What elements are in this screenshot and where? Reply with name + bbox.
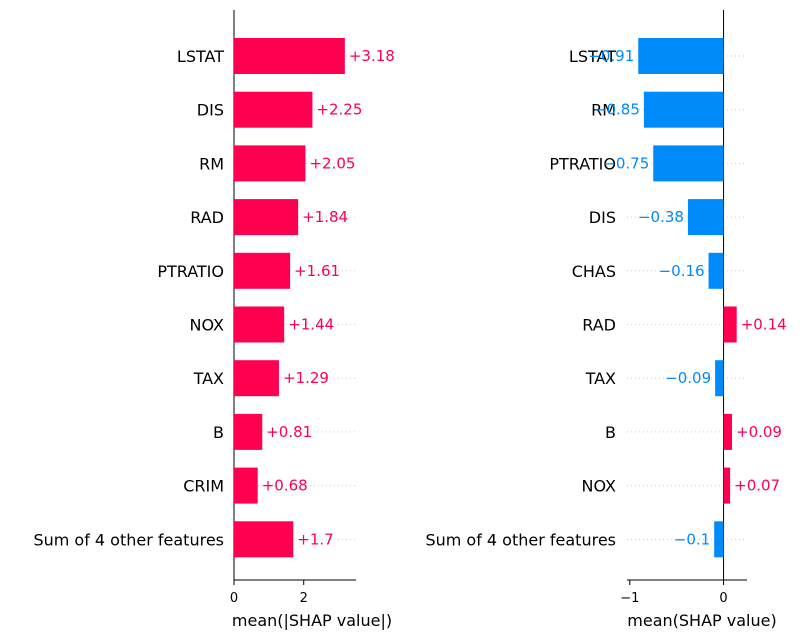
value-label: −0.38	[638, 208, 684, 226]
bar	[714, 521, 724, 558]
x-axis-label: mean(|SHAP value|)	[232, 611, 392, 630]
category-label: Sum of 4 other features	[425, 530, 616, 549]
category-label: LSTAT	[177, 47, 224, 66]
category-label: B	[605, 423, 616, 442]
chart-mean-abs-shap: LSTAT +3.18 DIS +2.25 RM +2.05 RAD +1.84 PTRATIO…	[33, 10, 395, 630]
value-label: +2.25	[316, 101, 362, 119]
value-label: +1.44	[288, 316, 334, 334]
category-label: RAD	[582, 316, 616, 335]
value-label: −0.16	[659, 262, 705, 280]
bar	[234, 521, 294, 558]
bar	[723, 306, 737, 343]
value-label: −0.91	[588, 47, 634, 65]
value-label: −0.09	[665, 369, 711, 387]
value-label: +0.68	[262, 477, 308, 495]
category-label: TAX	[193, 369, 224, 388]
category-label: LSTAT	[569, 47, 616, 66]
value-label: +1.84	[302, 208, 348, 226]
value-label: +1.7	[297, 530, 333, 548]
category-label: NOX	[582, 477, 617, 496]
x-tick-label: −1	[620, 591, 639, 606]
category-label: DIS	[589, 208, 616, 227]
category-label: PTRATIO	[549, 154, 616, 173]
value-label: −0.75	[603, 154, 649, 172]
bar	[234, 360, 279, 397]
x-tick-label: 2	[300, 591, 308, 606]
bar	[234, 252, 291, 289]
value-label: +3.18	[349, 47, 395, 65]
bar	[708, 252, 724, 289]
category-label: RAD	[190, 208, 224, 227]
value-label: +0.09	[736, 423, 782, 441]
x-axis-label: mean(SHAP value)	[627, 611, 776, 630]
bar	[234, 413, 263, 450]
bar	[723, 413, 732, 450]
category-label: CRIM	[183, 477, 224, 496]
bar	[638, 38, 724, 74]
bar	[723, 467, 731, 504]
bar	[687, 199, 724, 236]
value-label: +0.07	[734, 477, 780, 495]
category-label: RM	[591, 101, 616, 120]
category-label: TAX	[585, 369, 616, 388]
bar	[643, 91, 724, 128]
chart-mean-shap: LSTAT−0.91 RM−0.85 PTRATIO−0.75 DIS −0.38 CHA…	[425, 10, 787, 630]
value-label: +2.05	[309, 154, 355, 172]
category-label: Sum of 4 other features	[33, 530, 224, 549]
value-label: −0.85	[594, 101, 640, 119]
category-label: RM	[199, 154, 224, 173]
x-tick-label: 0	[230, 591, 238, 606]
bar	[234, 91, 313, 128]
bar	[715, 360, 724, 397]
value-label: +0.81	[266, 423, 312, 441]
value-label: +1.29	[283, 369, 329, 387]
category-label: PTRATIO	[157, 262, 224, 281]
category-label: CHAS	[572, 262, 616, 281]
value-label: +1.61	[294, 262, 340, 280]
x-tick-label: 0	[719, 591, 727, 606]
category-label: NOX	[190, 316, 225, 335]
bar	[234, 306, 285, 343]
value-label: +0.14	[741, 316, 787, 334]
bar	[653, 145, 724, 182]
bar	[234, 467, 258, 504]
bar	[234, 199, 299, 236]
category-label: B	[213, 423, 224, 442]
bar	[234, 38, 345, 74]
bar	[234, 145, 306, 182]
category-label: DIS	[197, 101, 224, 120]
value-label: −0.1	[674, 530, 710, 548]
